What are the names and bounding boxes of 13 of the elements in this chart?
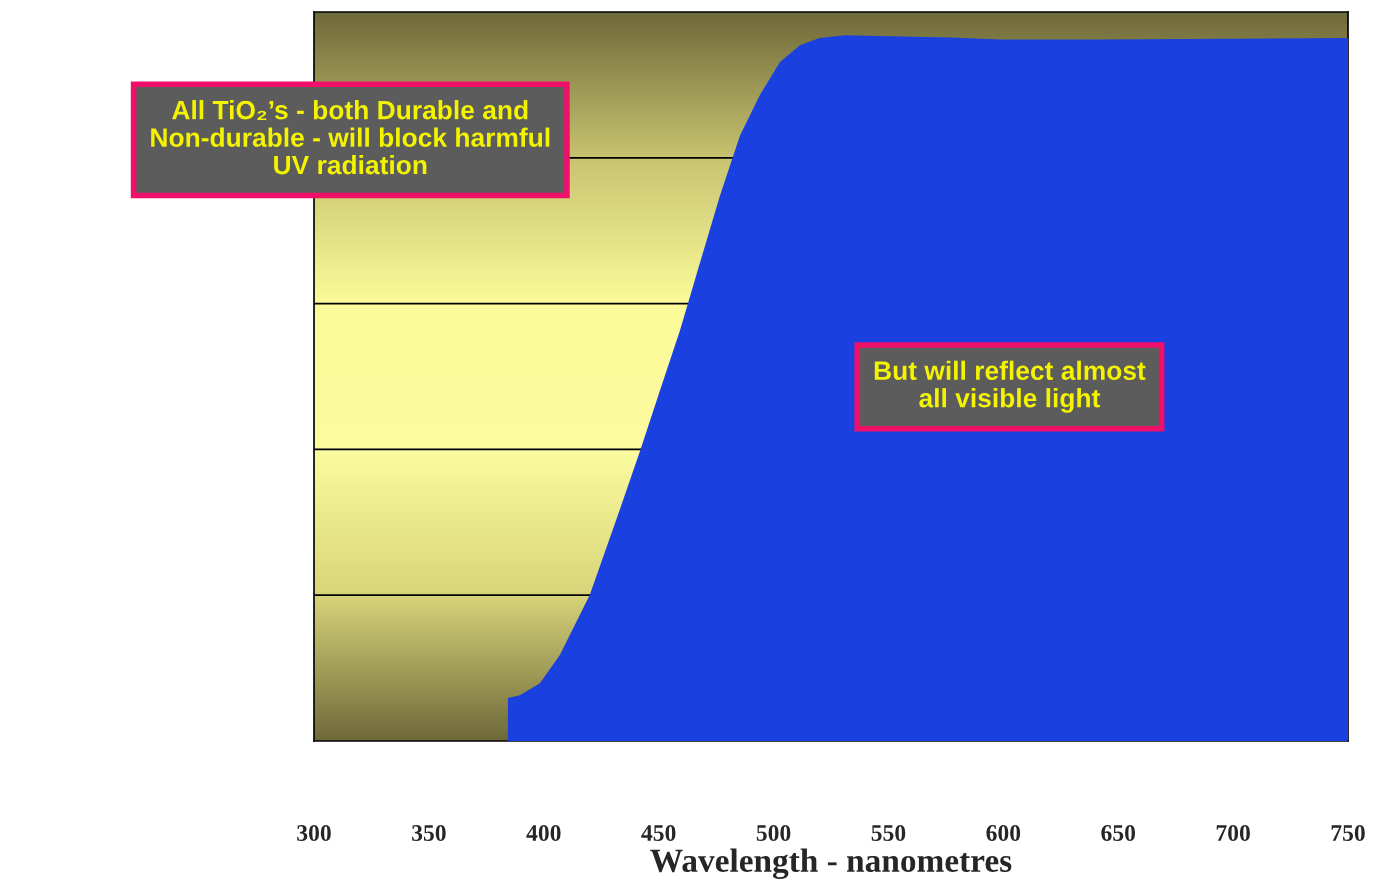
x-tick-label: 650 <box>1101 825 1136 841</box>
x-tick-label: 700 <box>1216 825 1250 841</box>
x-axis-title: Wavelength - nanometres <box>650 848 1012 880</box>
x-tick-label: 600 <box>986 825 1021 841</box>
x-tick-label: 300 <box>297 825 331 841</box>
x-tick-label: 350 <box>412 825 446 841</box>
x-tick-label: 500 <box>756 825 791 841</box>
annotation: All TiO₂’s - both Durable and Non-durable - will block harmful UV radiation <box>151 100 550 175</box>
x-tick-label: 750 <box>1331 825 1365 841</box>
x-tick-label: 550 <box>871 825 906 841</box>
annotation: But will reflect almost all visible light <box>874 360 1146 413</box>
x-tick-label: 400 <box>526 825 561 841</box>
x-tick-label: 450 <box>641 825 676 841</box>
